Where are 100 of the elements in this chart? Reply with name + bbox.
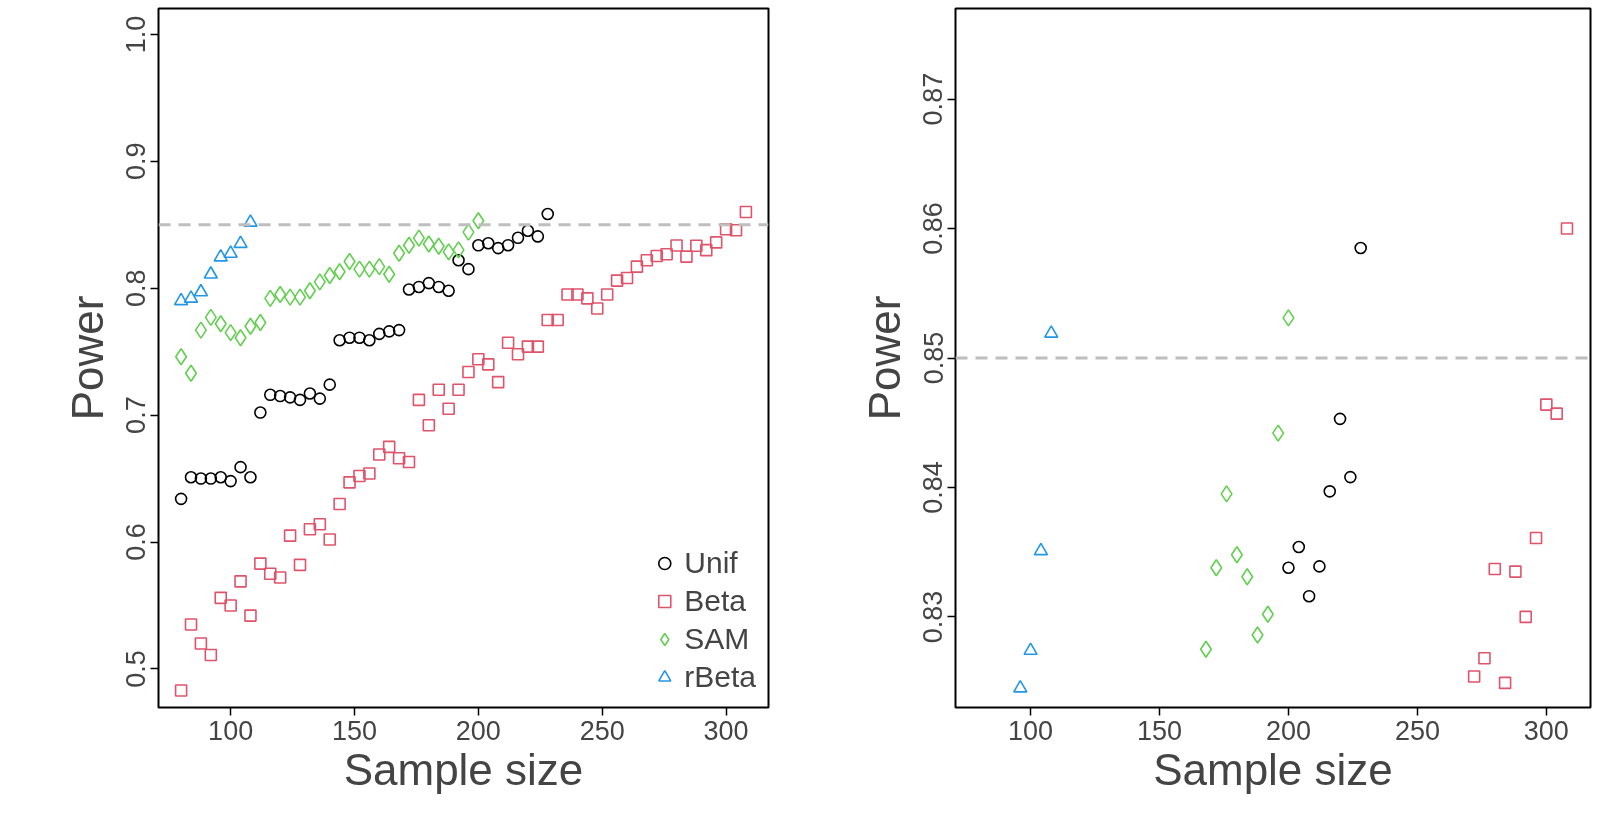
point — [273, 389, 287, 403]
point — [690, 239, 703, 252]
x-tick-label: 200 — [1265, 715, 1312, 746]
point — [481, 358, 495, 371]
point — [1529, 531, 1543, 545]
point — [600, 288, 614, 301]
point — [402, 283, 416, 296]
x-tick-label: 200 — [455, 715, 501, 746]
point — [392, 451, 406, 465]
legend-label: Unif — [684, 545, 738, 581]
point — [511, 231, 525, 245]
point — [680, 250, 693, 263]
point — [412, 229, 426, 247]
point — [392, 323, 406, 337]
point — [1323, 485, 1337, 498]
point — [1220, 485, 1233, 503]
point — [1488, 562, 1502, 576]
point — [353, 469, 366, 483]
point — [422, 418, 436, 432]
point — [214, 471, 228, 484]
point — [432, 383, 446, 397]
point — [472, 352, 485, 366]
point — [283, 288, 297, 306]
y-tick-label: 0.87 — [918, 72, 949, 126]
point — [1023, 642, 1038, 656]
point — [581, 292, 594, 305]
point — [432, 237, 445, 255]
point — [224, 599, 237, 612]
point — [183, 290, 199, 303]
point — [1519, 610, 1533, 624]
point — [709, 236, 723, 249]
point — [442, 284, 455, 298]
legend-label: SAM — [684, 621, 750, 657]
point — [739, 205, 753, 219]
point — [442, 402, 455, 416]
y-tick-label: 0.9 — [121, 142, 152, 181]
point — [660, 247, 673, 261]
point — [194, 637, 208, 650]
point — [462, 223, 475, 241]
point — [323, 378, 337, 391]
y-tick-label: 0.7 — [121, 396, 152, 434]
point — [1302, 589, 1316, 603]
point — [1251, 626, 1264, 644]
point — [1498, 676, 1512, 690]
point — [402, 236, 416, 255]
point — [521, 224, 535, 237]
point — [233, 235, 248, 249]
point — [1540, 398, 1553, 411]
point — [1033, 542, 1049, 556]
point — [184, 364, 198, 383]
point — [452, 383, 465, 397]
point — [491, 375, 505, 389]
point — [412, 393, 426, 407]
point — [670, 239, 683, 252]
point — [184, 471, 198, 484]
point — [1560, 222, 1574, 235]
point — [303, 523, 317, 536]
point — [422, 276, 436, 290]
point — [531, 340, 545, 353]
point — [640, 253, 654, 267]
point — [313, 273, 326, 291]
y-tick-label: 0.84 — [918, 461, 949, 514]
point — [244, 471, 257, 484]
point — [273, 571, 287, 584]
legend-label: Beta — [684, 583, 746, 619]
point — [333, 333, 346, 347]
point — [193, 283, 209, 297]
point — [729, 223, 743, 237]
x-tick-label: 100 — [1008, 715, 1054, 746]
y-tick-label: 0.6 — [121, 523, 152, 561]
point — [452, 241, 465, 259]
point — [243, 214, 258, 227]
x-tick-label: 150 — [331, 715, 378, 746]
point — [1043, 325, 1059, 338]
point — [481, 236, 495, 250]
point — [501, 336, 515, 350]
x-tick-label: 250 — [1394, 715, 1440, 746]
point — [234, 575, 247, 588]
point — [234, 460, 247, 474]
point — [571, 288, 584, 301]
point — [254, 557, 267, 570]
point — [511, 347, 525, 361]
point — [194, 472, 208, 485]
point — [194, 321, 208, 339]
point — [1478, 652, 1491, 665]
point — [343, 331, 356, 344]
point — [1199, 640, 1213, 659]
point — [174, 347, 188, 366]
x-tick-label: 300 — [1523, 715, 1569, 746]
point — [412, 280, 426, 294]
point — [590, 302, 604, 315]
point — [303, 281, 317, 300]
point — [323, 533, 337, 546]
point — [531, 230, 545, 243]
point — [1272, 424, 1285, 442]
x-tick-label: 100 — [208, 715, 254, 746]
point — [363, 260, 376, 278]
point — [1550, 407, 1563, 420]
point — [521, 340, 535, 353]
y-tick-label: 0.8 — [121, 269, 152, 307]
